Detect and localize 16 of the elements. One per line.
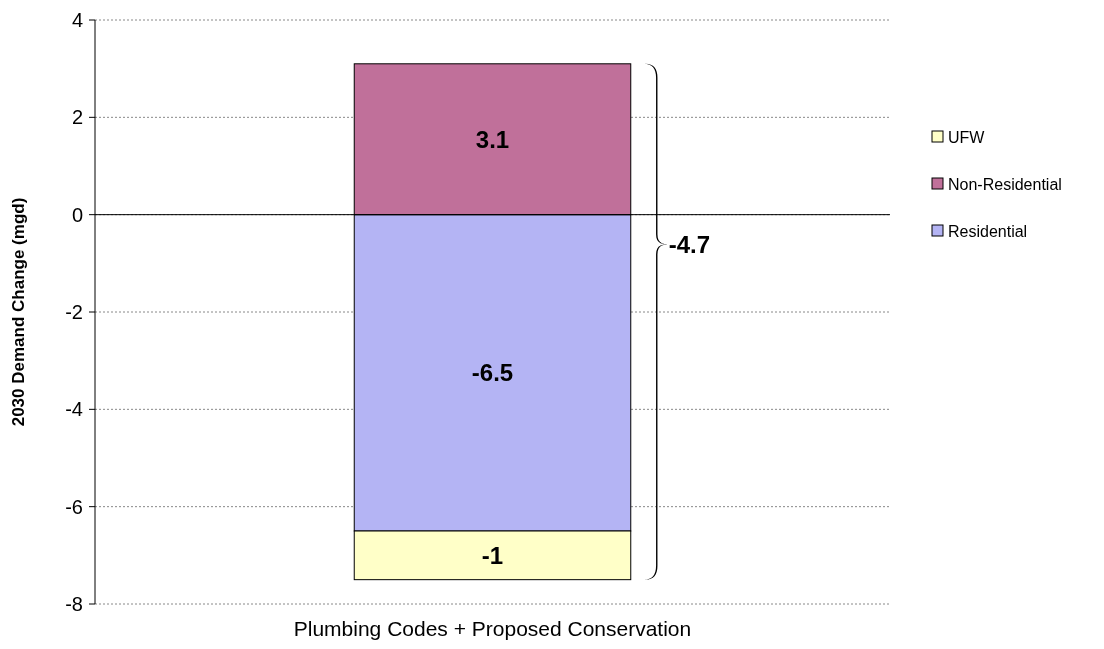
legend-label: Residential xyxy=(948,222,1028,240)
y-tick-label: -4 xyxy=(65,398,83,421)
y-tick-label: -2 xyxy=(65,301,83,323)
data-label: -6.5 xyxy=(471,359,514,387)
y-tick-label: 0 xyxy=(71,203,83,226)
legend-label: UFW xyxy=(948,128,986,146)
legend-label: Non-Residential xyxy=(948,175,1062,193)
y-tick-label: -6 xyxy=(65,495,83,518)
annotation: -4.7 xyxy=(668,230,711,258)
y-axis-title: 2030 Demand Change (mgd) xyxy=(9,197,28,427)
y-tick-label: 2 xyxy=(71,106,83,129)
y-tick-label: -8 xyxy=(65,593,83,615)
x-tick-label: Plumbing Codes + Proposed Conservation xyxy=(293,617,692,640)
data-label: -1 xyxy=(481,541,504,569)
data-label: 3.1 xyxy=(475,125,510,153)
y-tick-label: 4 xyxy=(71,9,83,31)
